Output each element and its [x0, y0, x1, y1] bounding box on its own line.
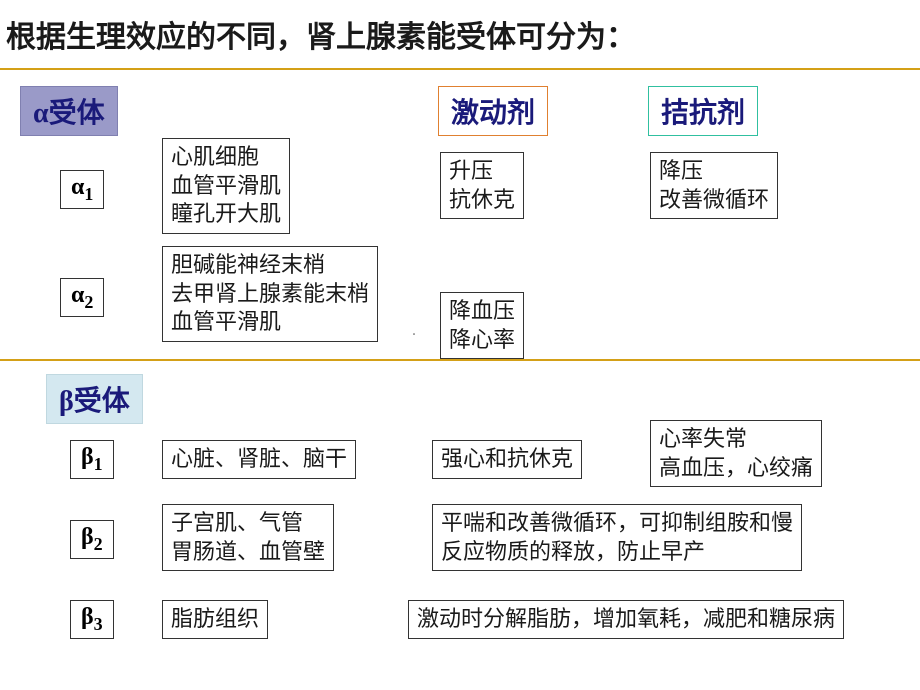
beta1-agonist: 强心和抗休克 [432, 440, 582, 479]
beta-header: β受体 [46, 374, 143, 424]
alpha2-label: α2 [60, 278, 104, 317]
alpha1-tissues: 心肌细胞 血管平滑肌 瞳孔开大肌 [162, 138, 290, 234]
divider-1 [0, 68, 920, 70]
alpha1-agonist: 升压 抗休克 [440, 152, 524, 219]
alpha2-agonist: 降血压 降心率 [440, 292, 524, 359]
decorative-dot: . [412, 322, 416, 340]
beta2-agonist: 平喘和改善微循环，可抑制组胺和慢 反应物质的释放，防止早产 [432, 504, 802, 571]
beta3-label: β3 [70, 600, 114, 639]
beta2-label: β2 [70, 520, 114, 559]
alpha-header: α受体 [20, 86, 118, 136]
beta2-tissues: 子宫肌、气管 胃肠道、血管壁 [162, 504, 334, 571]
page-title: 根据生理效应的不同，肾上腺素能受体可分为： [6, 12, 636, 56]
alpha1-antagonist: 降压 改善微循环 [650, 152, 778, 219]
alpha1-label: α1 [60, 170, 104, 209]
antagonist-header: 拮抗剂 [648, 86, 758, 136]
alpha2-tissues: 胆碱能神经末梢 去甲肾上腺素能末梢 血管平滑肌 [162, 246, 378, 342]
beta3-tissues: 脂肪组织 [162, 600, 268, 639]
beta3-agonist: 激动时分解脂肪，增加氧耗，减肥和糖尿病 [408, 600, 844, 639]
beta1-tissues: 心脏、肾脏、脑干 [162, 440, 356, 479]
divider-2 [0, 359, 920, 361]
agonist-header: 激动剂 [438, 86, 548, 136]
beta1-antagonist: 心率失常 高血压，心绞痛 [650, 420, 822, 487]
beta1-label: β1 [70, 440, 114, 479]
